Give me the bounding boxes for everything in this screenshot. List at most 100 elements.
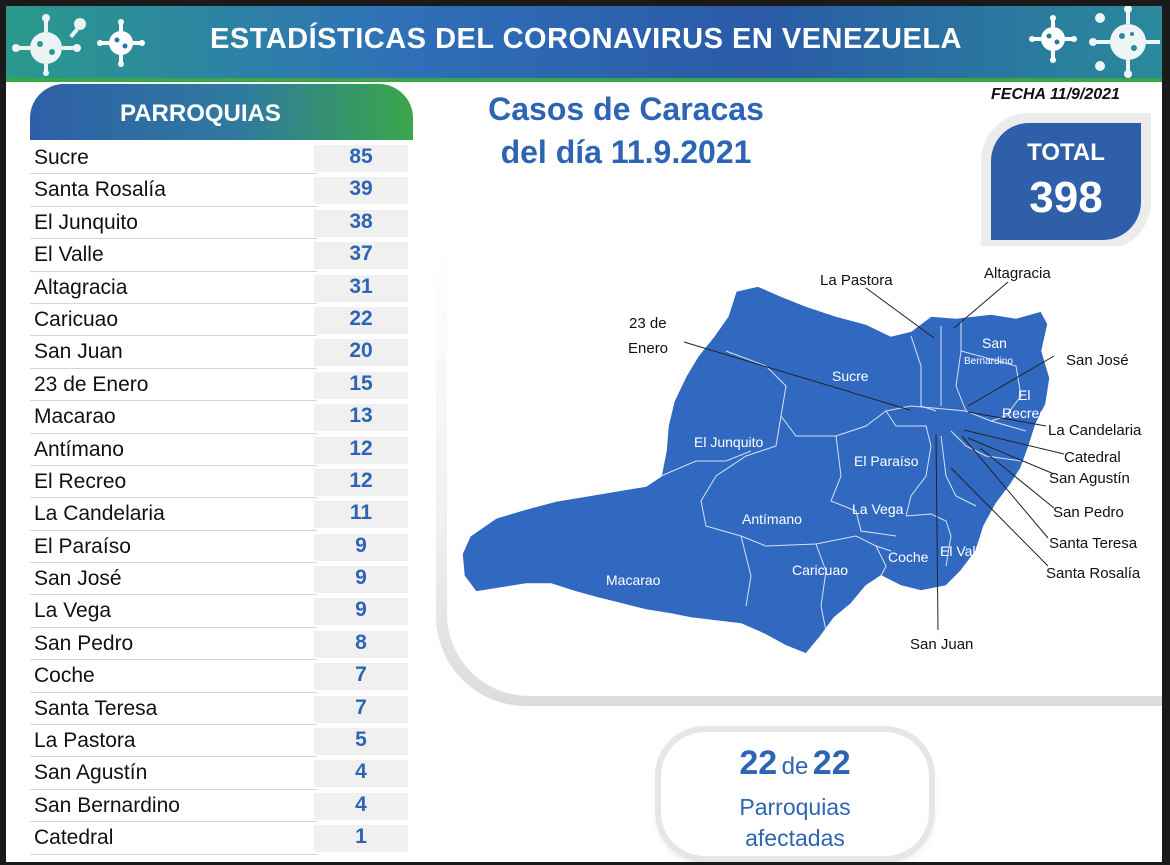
parroquia-name: Catedral xyxy=(34,826,114,850)
parroquia-name: La Pastora xyxy=(34,729,136,753)
map-label-el-paraiso: El Paraíso xyxy=(854,453,919,469)
row-divider xyxy=(30,497,317,499)
parroquia-value: 7 xyxy=(314,663,408,691)
afectadas-num: 22 xyxy=(739,744,778,782)
row-divider xyxy=(30,367,317,369)
parroquia-value: 13 xyxy=(314,404,408,432)
row-divider xyxy=(30,756,317,758)
parroquia-name: La Candelaria xyxy=(34,502,165,526)
row-divider xyxy=(30,270,317,272)
fecha-label: FECHA 11/9/2021 xyxy=(991,86,1120,103)
parroquia-name: Caricuao xyxy=(34,307,119,331)
total-value: 398 xyxy=(1029,173,1103,222)
callout-catedral: Catedral xyxy=(1064,449,1121,466)
table-row: Coche 7 xyxy=(30,660,413,693)
table-row: Altagracia 31 xyxy=(30,272,413,304)
map-label-sucre: Sucre xyxy=(832,368,869,384)
table-row: San Juan 20 xyxy=(30,336,413,369)
afectadas-box: 22 de 22 Parroquias afectadas xyxy=(661,732,929,856)
parroquia-value: 15 xyxy=(314,371,408,399)
parroquia-name: San José xyxy=(34,567,122,591)
callout-santa-rosalia: Santa Rosalía xyxy=(1046,565,1141,582)
casos-title: Casos de Caracas del día 11.9.2021 xyxy=(456,88,796,174)
parroquia-name: Coche xyxy=(34,664,95,688)
parroquia-value: 4 xyxy=(314,760,408,788)
parroquia-value: 11 xyxy=(314,501,408,529)
parroquia-name: El Valle xyxy=(34,243,104,267)
map-label-macarao: Macarao xyxy=(606,572,661,588)
map-label-el-junquito: El Junquito xyxy=(694,434,763,450)
table-row: La Candelaria 11 xyxy=(30,498,413,531)
row-divider xyxy=(30,302,317,304)
parroquia-value: 22 xyxy=(314,306,408,334)
afectadas-text: Parroquias afectadas xyxy=(661,792,929,854)
afectadas-count: 22 de 22 xyxy=(661,744,929,783)
row-divider xyxy=(30,205,317,207)
parroquia-value: 20 xyxy=(314,339,408,367)
row-divider xyxy=(30,173,317,175)
table-row: San Pedro 8 xyxy=(30,628,413,661)
callout-san-jose: San José xyxy=(1066,352,1129,369)
row-divider xyxy=(30,626,317,628)
parroquia-name: San Agustín xyxy=(34,761,148,785)
table-row: Caricuao 22 xyxy=(30,304,413,337)
map-label-la-vega: La Vega xyxy=(852,501,904,517)
callout-san-agustin: San Agustín xyxy=(1049,470,1130,487)
table-row: El Paraíso 9 xyxy=(30,531,413,564)
callout-santa-teresa: Santa Teresa xyxy=(1049,535,1138,552)
caracas-map-shape xyxy=(461,285,1051,655)
row-divider xyxy=(30,724,317,726)
table-row: La Vega 9 xyxy=(30,595,413,628)
parroquia-value: 38 xyxy=(314,209,408,237)
parroquias-title: PARROQUIAS xyxy=(120,100,281,127)
header-title: ESTADÍSTICAS DEL CORONAVIRUS EN VENEZUEL… xyxy=(209,23,962,55)
map-label-caricuao: Caricuao xyxy=(792,562,848,578)
table-row: Antímano 12 xyxy=(30,434,413,466)
parroquia-value: 8 xyxy=(314,630,408,658)
row-divider xyxy=(30,659,317,661)
parroquia-value: 39 xyxy=(314,177,408,205)
map-label-el: El xyxy=(1018,387,1030,403)
parroquia-name: El Junquito xyxy=(34,210,138,234)
afectadas-de: de xyxy=(781,753,809,780)
table-row: Macarao 13 xyxy=(30,401,413,434)
row-divider xyxy=(30,432,317,434)
parroquia-value: 9 xyxy=(314,566,408,594)
map-label-el-valle: El Valle xyxy=(940,543,987,559)
parroquia-value: 9 xyxy=(314,598,408,626)
parroquia-name: Santa Rosalía xyxy=(34,178,166,202)
parroquia-name: Macarao xyxy=(34,405,116,429)
map-label-coche: Coche xyxy=(888,549,929,565)
parroquia-value: 12 xyxy=(314,436,408,464)
table-row: San Agustín 4 xyxy=(30,757,413,790)
table-row: 23 de Enero 15 xyxy=(30,369,413,402)
table-row: Catedral 1 xyxy=(30,822,413,855)
parroquia-value: 1 xyxy=(314,825,408,853)
header-banner: ESTADÍSTICAS DEL CORONAVIRUS EN VENEZUEL… xyxy=(6,6,1162,82)
parroquia-name: Antímano xyxy=(34,437,124,461)
callout-la-candelaria: La Candelaria xyxy=(1048,422,1142,439)
table-row: Sucre 85 xyxy=(30,142,413,175)
total-box: TOTAL 398 xyxy=(991,123,1141,240)
parroquia-name: El Recreo xyxy=(34,469,127,493)
parroquia-name: Sucre xyxy=(34,146,89,169)
callout-23-de: 23 de xyxy=(629,315,667,332)
callout-la-pastora: La Pastora xyxy=(820,272,893,289)
row-divider xyxy=(30,821,317,823)
virus-icon-right xyxy=(1089,6,1160,78)
parroquias-header: PARROQUIAS xyxy=(30,84,413,140)
table-row: Santa Teresa 7 xyxy=(30,693,413,726)
afectadas-parroquias: Parroquias xyxy=(739,794,851,820)
parroquia-value: 85 xyxy=(314,145,408,172)
table-row: Santa Rosalía 39 xyxy=(30,174,413,207)
parroquias-table: Sucre 85 Santa Rosalía 39 El Junquito 38 El… xyxy=(30,142,413,855)
virus-icon-small xyxy=(97,19,145,67)
callout-enero: Enero xyxy=(628,340,668,357)
row-divider xyxy=(30,529,317,531)
callout-altagracia: Altagracia xyxy=(984,265,1051,282)
infographic: ESTADÍSTICAS DEL CORONAVIRUS EN VENEZUEL… xyxy=(6,6,1162,862)
callout-san-pedro: San Pedro xyxy=(1053,504,1124,521)
parroquia-name: San Bernardino xyxy=(34,793,180,817)
parroquia-value: 37 xyxy=(314,242,408,270)
caracas-map: Sucre El Junquito El Paraíso La Vega Ant… xyxy=(461,265,1142,655)
